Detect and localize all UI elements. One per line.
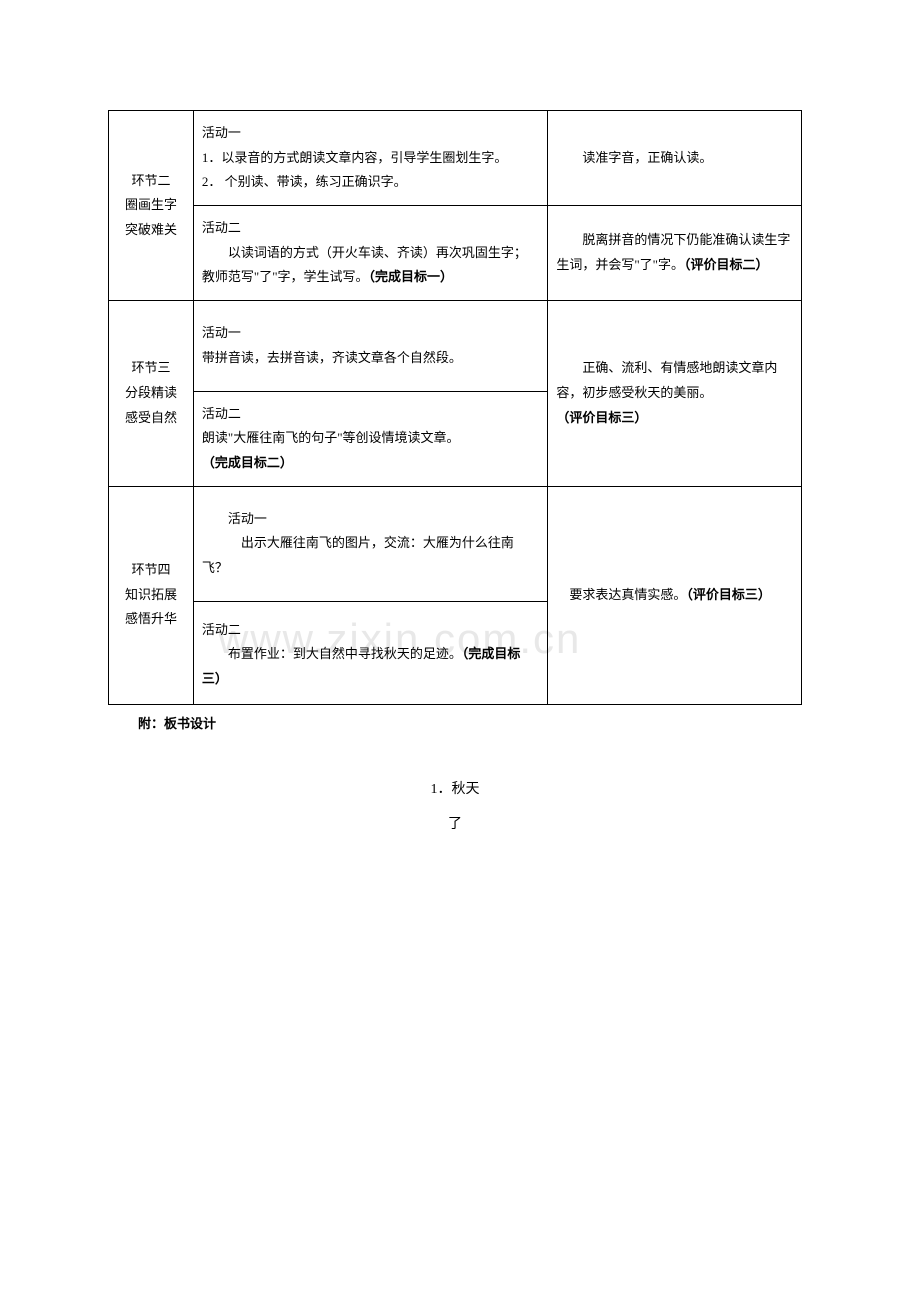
activity-title: 活动二 [202, 618, 539, 643]
section-2-label: 环节二圈画生字突破难关 [109, 111, 194, 301]
evaluation-text: 正确、流利、有情感地朗读文章内容，初步感受秋天的美丽。 （评价目标三） [556, 356, 793, 430]
lesson-plan-table: 环节二圈画生字突破难关 活动一 1．以录音的方式朗读文章内容，引导学生圈划生字。… [108, 110, 802, 705]
evaluation-text: 读准字音，正确认读。 [556, 146, 793, 171]
blackboard-design: 1．秋天 了 [108, 772, 802, 842]
section-3-activity-2: 活动二 朗读"大雁往南飞的句子"等创设情境读文章。 （完成目标二） [193, 391, 547, 486]
activity-title: 活动二 [202, 402, 539, 427]
section-4-activity-1: 活动一 出示大雁往南飞的图片，交流：大雁为什么往南飞？ [193, 486, 547, 601]
eval-text: 正确、流利、有情感地朗读文章内容，初步感受秋天的美丽。 [556, 360, 777, 400]
section-4-eval: 要求表达真情实感。（评价目标三） [548, 486, 802, 704]
eval-bold: （评价目标二） [684, 257, 769, 272]
activity-bold: （完成目标一） [369, 269, 454, 284]
activity-content: 布置作业：到大自然中寻找秋天的足迹。（完成目标三） [202, 642, 539, 691]
activity-title: 活动一 [202, 507, 539, 532]
activity-line: 朗读"大雁往南飞的句子"等创设情境读文章。 [202, 426, 539, 451]
section-3-label: 环节三分段精读感受自然 [109, 301, 194, 486]
activity-text: 以读词语的方式（开火车读、齐读）再次巩固生字；教师范写"了"字，学生试写。 [202, 245, 527, 285]
section-label-text: 环节四知识拓展感悟升华 [125, 562, 177, 626]
activity-bold-line: （完成目标二） [202, 451, 539, 476]
activity-line: 2． 个别读、带读，练习正确识字。 [202, 170, 539, 195]
section-2-activity-2: 活动二 以读词语的方式（开火车读、齐读）再次巩固生字；教师范写"了"字，学生试写… [193, 206, 547, 301]
section-3-activity-1: 活动一 带拼音读，去拼音读，齐读文章各个自然段。 [193, 301, 547, 391]
section-2-eval-2: 脱离拼音的情况下仍能准确认读生字生词，并会写"了"字。（评价目标二） [548, 206, 802, 301]
eval-bold: （评价目标三） [686, 587, 771, 602]
activity-content: 出示大雁往南飞的图片，交流：大雁为什么往南飞？ [202, 531, 539, 580]
evaluation-text: 脱离拼音的情况下仍能准确认读生字生词，并会写"了"字。（评价目标二） [556, 228, 793, 277]
section-2-eval-1: 读准字音，正确认读。 [548, 111, 802, 206]
activity-text: 布置作业：到大自然中寻找秋天的足迹。 [228, 646, 462, 661]
blackboard-line-1: 1．秋天 [108, 772, 802, 807]
activity-line: 带拼音读，去拼音读，齐读文章各个自然段。 [202, 346, 539, 371]
section-label-text: 环节三分段精读感受自然 [125, 360, 177, 424]
activity-title: 活动一 [202, 121, 539, 146]
activity-line: 1．以录音的方式朗读文章内容，引导学生圈划生字。 [202, 146, 539, 171]
blackboard-line-2: 了 [108, 807, 802, 842]
section-4-activity-2: 活动二 布置作业：到大自然中寻找秋天的足迹。（完成目标三） [193, 601, 547, 704]
eval-bold: （评价目标三） [556, 410, 647, 425]
section-4-label: 环节四知识拓展感悟升华 [109, 486, 194, 704]
section-3-eval: 正确、流利、有情感地朗读文章内容，初步感受秋天的美丽。 （评价目标三） [548, 301, 802, 486]
section-label-text: 环节二圈画生字突破难关 [125, 173, 177, 237]
activity-title: 活动一 [202, 321, 539, 346]
activity-title: 活动二 [202, 216, 539, 241]
activity-content: 以读词语的方式（开火车读、齐读）再次巩固生字；教师范写"了"字，学生试写。（完成… [202, 241, 539, 290]
eval-text: 要求表达真情实感。 [569, 587, 686, 602]
activity-text: 出示大雁往南飞的图片，交流：大雁为什么往南飞？ [202, 535, 514, 575]
evaluation-text: 要求表达真情实感。（评价目标三） [556, 583, 793, 608]
appendix-label: 附：板书设计 [138, 713, 802, 732]
section-2-activity-1: 活动一 1．以录音的方式朗读文章内容，引导学生圈划生字。 2． 个别读、带读，练… [193, 111, 547, 206]
